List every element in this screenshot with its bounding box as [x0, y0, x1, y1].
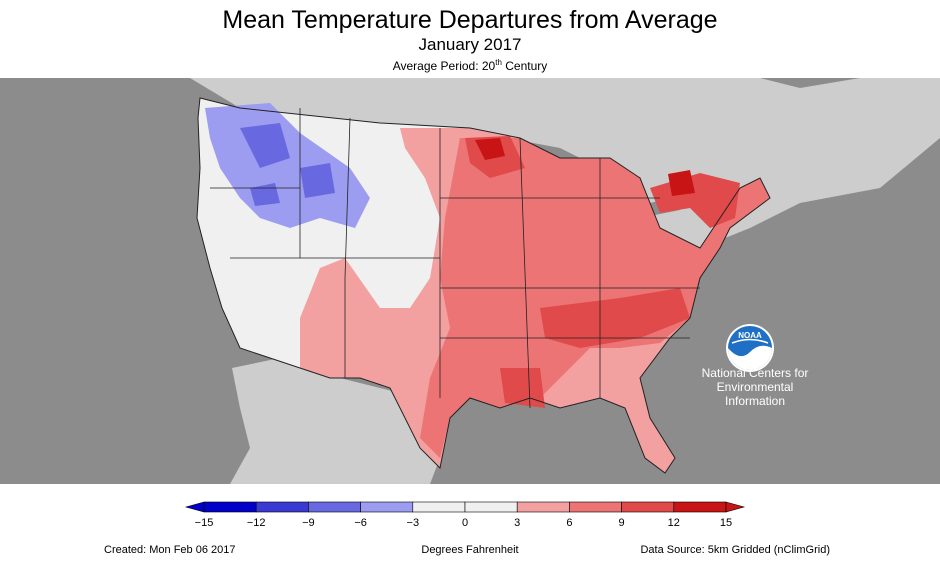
- average-period: Average Period: 20th Century: [392, 58, 548, 73]
- us-temperature-map: NOAA: [0, 78, 940, 484]
- legend-tick-label: 15: [720, 517, 732, 529]
- cool-6-9-region: [240, 123, 335, 206]
- data-source: Data Source: 5km Gridded (nClimGrid): [640, 544, 830, 556]
- warm-9-12-region: [465, 136, 740, 408]
- legend-swatch: [516, 501, 570, 513]
- map-title: Mean Temperature Departures from Average: [222, 6, 718, 34]
- legend-swatch: [673, 501, 727, 513]
- legend-tick-label: 0: [462, 517, 468, 529]
- noaa-ncei-label: National Centers for Environmental Infor…: [701, 366, 809, 408]
- legend-tick-label: −9: [302, 517, 315, 529]
- legend-swatch: [621, 501, 675, 513]
- noaa-logo-text: NOAA: [738, 331, 762, 340]
- legend-swatch: [464, 501, 518, 513]
- legend-tick-label: −12: [247, 517, 266, 529]
- legend-swatch: [308, 501, 361, 513]
- legend-tick-label: 3: [514, 517, 520, 529]
- created-date: Created: Mon Feb 06 2017: [104, 544, 236, 556]
- legend-swatch: [412, 501, 466, 513]
- legend-tick-label: 12: [668, 517, 680, 529]
- warm-12-15-region: [475, 138, 695, 196]
- legend-swatch: [203, 501, 257, 513]
- legend-tick-label: −6: [354, 517, 367, 529]
- legend-units: Degrees Fahrenheit: [421, 544, 519, 556]
- legend-tick-label: 9: [619, 517, 625, 529]
- noaa-logo: NOAA: [726, 324, 774, 372]
- map-subtitle: January 2017: [418, 35, 522, 54]
- legend-arrow-cold: [184, 501, 205, 513]
- mexico-land: [230, 358, 440, 484]
- state-boundaries: [210, 108, 700, 409]
- usa-outline: [196, 97, 771, 474]
- legend-swatch: [569, 501, 622, 513]
- legend-swatch: [255, 501, 309, 513]
- legend-tick-label: 6: [566, 517, 572, 529]
- temperature-legend: −15 −12 −9 −6 −3 0 3 6 9 12 15: [184, 501, 746, 529]
- legend-tick-label: −15: [195, 517, 214, 529]
- legend-swatch: [360, 501, 414, 513]
- legend-tick-label: −3: [407, 517, 420, 529]
- legend-arrow-warm: [725, 501, 746, 513]
